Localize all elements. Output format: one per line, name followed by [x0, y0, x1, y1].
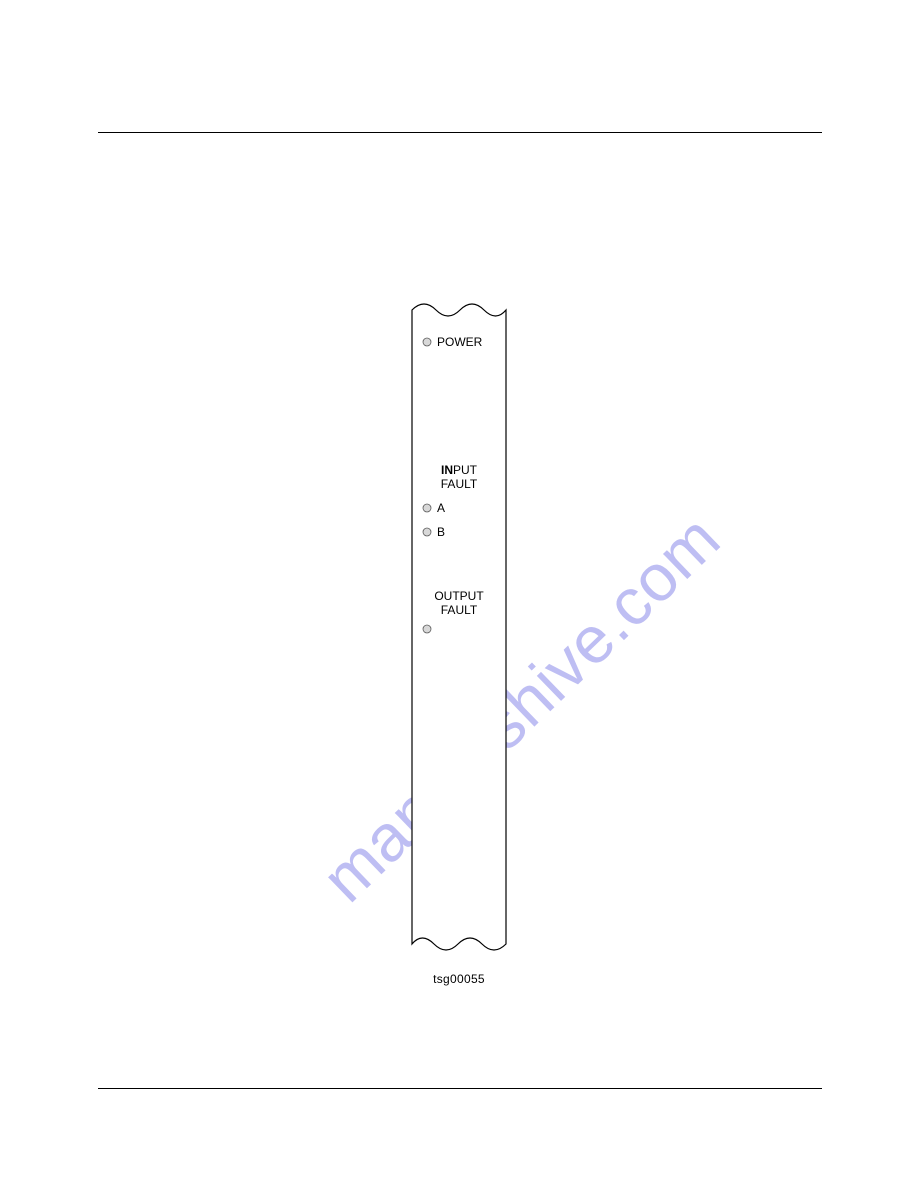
figure-caption: tsg00055 [0, 972, 918, 986]
input-a-led-icon [423, 504, 431, 512]
output-fault-line1: OUTPUT [434, 589, 484, 603]
panel-diagram-wrap: POWER INPUT FAULT A B OUTPUT FAULT [0, 300, 918, 954]
input-bold-fragment: IN [441, 463, 453, 477]
page: manualshive.com POWER INPUT FAULT A B OU… [0, 0, 918, 1188]
output-led-icon [423, 625, 431, 633]
top-rule [98, 132, 822, 133]
input-rest: PUT [453, 463, 478, 477]
input-fault-line2: FAULT [441, 477, 478, 491]
output-fault-line2: FAULT [441, 603, 478, 617]
input-a-label: A [437, 501, 445, 515]
bottom-rule [98, 1088, 822, 1089]
input-fault-line1: INPUT [441, 463, 478, 477]
panel-diagram: POWER INPUT FAULT A B OUTPUT FAULT [411, 300, 507, 954]
power-label: POWER [437, 335, 483, 349]
power-led-icon [423, 338, 431, 346]
input-b-label: B [437, 525, 445, 539]
input-b-led-icon [423, 528, 431, 536]
